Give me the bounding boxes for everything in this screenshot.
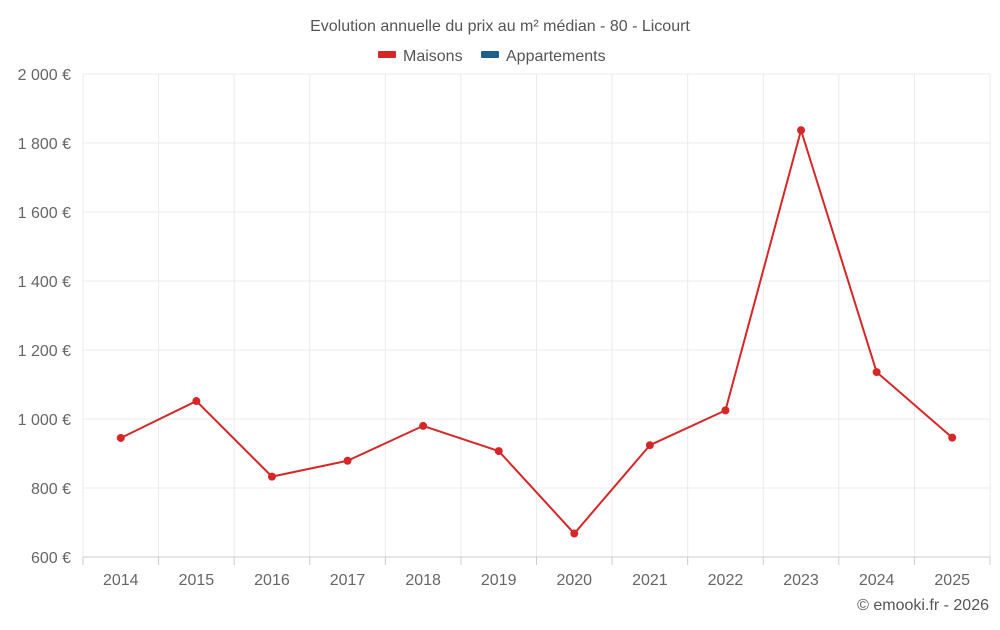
x-tick-label: 2023 <box>783 572 819 589</box>
x-tick-label: 2020 <box>556 572 592 589</box>
data-point[interactable] <box>419 421 428 430</box>
x-tick-label: 2024 <box>859 572 895 589</box>
x-tick-label: 2019 <box>481 572 517 589</box>
credit-text: © emooki.fr - 2026 <box>857 597 989 614</box>
x-tick-label: 2016 <box>254 572 290 589</box>
x-tick-label: 2021 <box>632 572 668 589</box>
data-point[interactable] <box>948 433 957 442</box>
y-tick-label: 1 600 € <box>18 205 71 222</box>
x-tick-label: 2025 <box>934 572 970 589</box>
data-point[interactable] <box>494 447 503 456</box>
data-point[interactable] <box>872 368 881 377</box>
y-tick-label: 800 € <box>31 481 71 498</box>
legend-swatch-appartements <box>481 51 499 58</box>
legend-label-maisons[interactable]: Maisons <box>403 48 463 65</box>
series-line <box>120 129 953 535</box>
x-tick-label: 2014 <box>103 572 139 589</box>
data-point[interactable] <box>267 472 276 481</box>
grid <box>82 73 991 557</box>
y-tick-label: 1 200 € <box>18 343 71 360</box>
legend-swatch-maisons <box>378 51 396 58</box>
series-layer <box>116 126 957 538</box>
y-tick-label: 600 € <box>31 550 71 567</box>
data-point[interactable] <box>192 397 201 406</box>
data-point[interactable] <box>645 441 654 450</box>
data-point[interactable] <box>570 529 579 538</box>
x-tick-label: 2015 <box>179 572 215 589</box>
axes: 600 € 800 € 1 000 € 1 200 € 1 400 € 1 600 € 1 … <box>18 67 991 589</box>
y-tick-label: 1 000 € <box>18 412 71 429</box>
y-tick-label: 1 400 € <box>18 274 71 291</box>
chart-title: Evolution annuelle du prix au m² médian … <box>310 18 690 35</box>
y-tick-label: 2 000 € <box>18 67 71 84</box>
x-tick-label: 2018 <box>405 572 441 589</box>
x-tick-label: 2022 <box>708 572 744 589</box>
legend: Maisons Appartements <box>378 48 606 65</box>
x-tick-label: 2017 <box>330 572 366 589</box>
series-maisons <box>116 126 957 538</box>
y-tick-label: 1 800 € <box>18 136 71 153</box>
legend-label-appartements[interactable]: Appartements <box>506 48 606 65</box>
data-point[interactable] <box>116 433 125 442</box>
data-point[interactable] <box>797 126 806 135</box>
data-point[interactable] <box>343 456 352 465</box>
data-point[interactable] <box>721 406 730 415</box>
